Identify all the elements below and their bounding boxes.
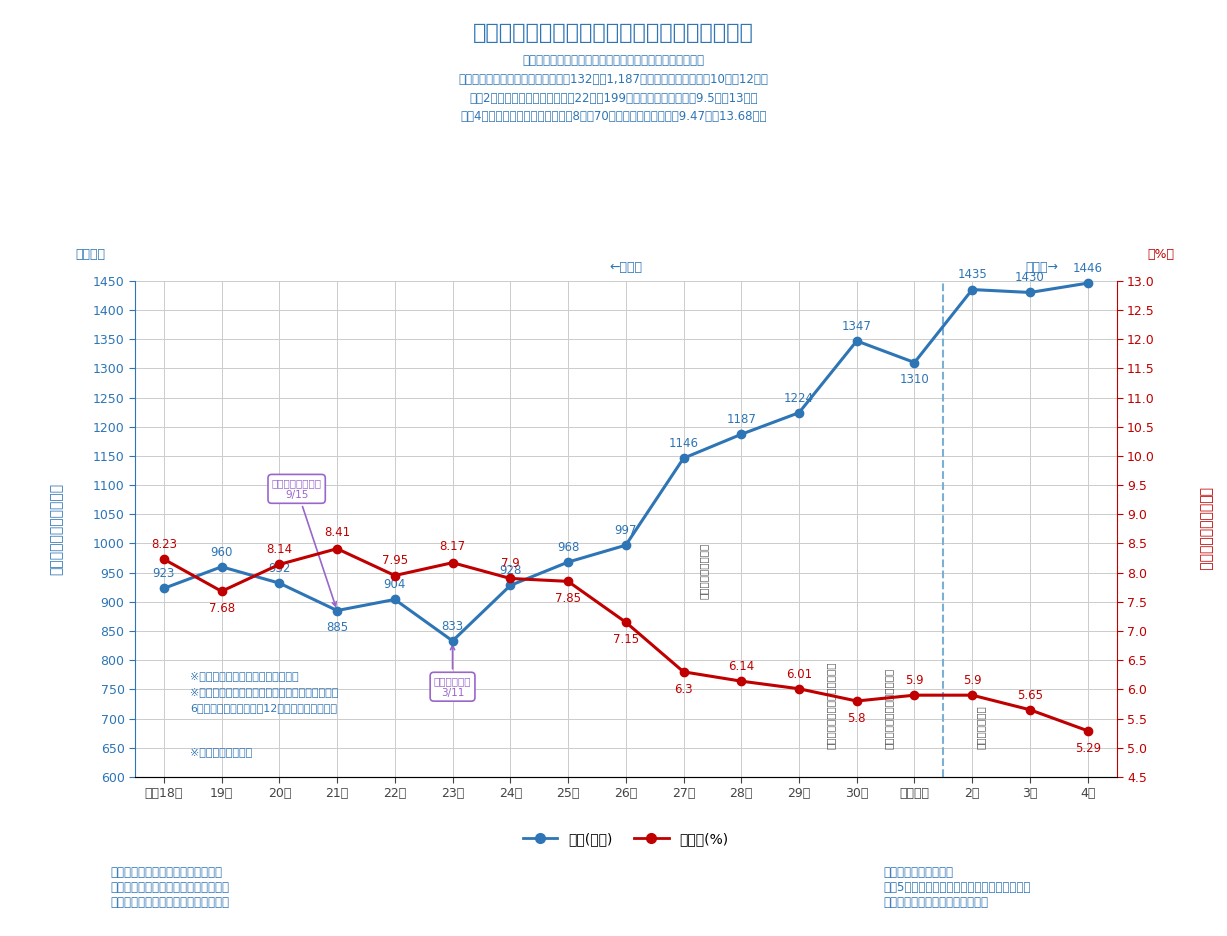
Text: 7.68: 7.68 [209,602,234,615]
Text: 5.9: 5.9 [906,674,924,687]
Text: 収益不動産への投資は
都心5区（千代田・中央・港・渋谷・新宿）と
その周辺に集中しつつあります。: 収益不動産への投資は 都心5区（千代田・中央・港・渋谷・新宿）と その周辺に集中… [883,866,1031,909]
Text: コロナショック: コロナショック [975,705,985,749]
Text: 7.15: 7.15 [612,633,639,646]
Text: 令和2年より新宿区集計　対象＝22棟・199戸（一住戸専有面積＝9.5㎡〜13㎡）: 令和2年より新宿区集計 対象＝22棟・199戸（一住戸専有面積＝9.5㎡〜13㎡… [469,92,758,105]
Text: 5.8: 5.8 [848,712,866,724]
Text: 中野区とその周辺は、一部超都心で
山の手と下町が混在していることから
多面的に判断できる地域と言えます。: 中野区とその周辺は、一部超都心で 山の手と下町が混在していることから 多面的に判… [110,866,229,909]
Text: 8.17: 8.17 [439,540,465,553]
Text: 当初利回り（右目盛）: 当初利回り（右目盛） [1198,487,1212,571]
Text: 1347: 1347 [842,320,871,333]
Text: 1435: 1435 [957,269,987,282]
Text: 885: 885 [326,622,348,635]
Text: 1224: 1224 [784,391,814,404]
Text: 6.14: 6.14 [728,660,755,673]
Text: （日本家主クラブグループ建設・引渡し完了分集計より）: （日本家主クラブグループ建設・引渡し完了分集計より） [523,54,704,67]
Text: （%）: （%） [1147,248,1174,261]
Text: 928: 928 [499,564,521,578]
Text: 7.9: 7.9 [501,557,520,570]
Text: （万円）: （万円） [76,248,106,261]
Text: 6戸アパートの利回り＜12戸アパートの利回り: 6戸アパートの利回り＜12戸アパートの利回り [190,704,337,713]
Text: 968: 968 [557,541,579,554]
Text: ※都心から離れるほど利回りが高い: ※都心から離れるほど利回りが高い [190,671,298,680]
Text: 932: 932 [269,562,291,575]
Text: 1187: 1187 [726,413,756,426]
Text: ←中野区: ←中野区 [610,261,642,274]
Text: 997: 997 [615,524,637,537]
Text: 5.9: 5.9 [963,674,982,687]
Text: 1430: 1430 [1015,271,1045,285]
Text: 923: 923 [152,567,175,580]
Text: ※年度別加重平均値: ※年度別加重平均値 [190,747,252,756]
Text: 6.01: 6.01 [787,667,812,680]
Text: 6.3: 6.3 [674,682,693,695]
Text: 新築アパートの一住戸価格と当初利回りの推移: 新築アパートの一住戸価格と当初利回りの推移 [474,23,753,43]
Text: 令和4年は城西都心部集計　対象＝8棟・70戸（一住戸専有面積＝9.47㎡〜13.68㎡）: 令和4年は城西都心部集計 対象＝8棟・70戸（一住戸専有面積＝9.47㎡〜13.… [460,110,767,124]
Text: 7.95: 7.95 [382,554,407,567]
Text: 904: 904 [384,578,406,592]
Text: 令和元年までは中野区集計　対象＝132棟・1,187戸（一住戸専有面積＝10㎡〜12㎡）: 令和元年までは中野区集計 対象＝132棟・1,187戸（一住戸専有面積＝10㎡〜… [459,73,768,86]
Text: 1446: 1446 [1072,262,1103,275]
Text: 耐震強化・地価上昇: 耐震強化・地価上昇 [698,543,709,599]
Text: 8.23: 8.23 [151,538,177,551]
Legend: 価格(万円), 利回り(%): 価格(万円), 利回り(%) [518,826,734,852]
Text: 5.29: 5.29 [1075,741,1101,754]
Text: 8.14: 8.14 [266,543,292,556]
Text: 833: 833 [442,620,464,633]
Text: 7.85: 7.85 [555,592,582,606]
Text: リーマンショック
9/15: リーマンショック 9/15 [271,478,336,607]
Text: 1310: 1310 [899,373,929,387]
Text: ※一棟売りの場合、戸数が多いほど利回りは高い: ※一棟売りの場合、戸数が多いほど利回りは高い [190,687,339,697]
Text: 東日本大震災
3/11: 東日本大震災 3/11 [434,646,471,697]
Text: 新宿区→: 新宿区→ [1025,261,1058,274]
Text: 一住戸の価格（左目盛）: 一住戸の価格（左目盛） [49,483,64,575]
Text: 劣化対策等級２級（もの）仕様: 劣化対策等級２級（もの）仕様 [826,662,836,749]
Text: 960: 960 [210,546,233,559]
Text: 5.65: 5.65 [1017,689,1043,702]
Text: アパートローン融資審査変更: アパートローン融資審査変更 [883,667,893,749]
Text: 8.41: 8.41 [324,526,350,539]
Text: 1146: 1146 [669,437,698,450]
